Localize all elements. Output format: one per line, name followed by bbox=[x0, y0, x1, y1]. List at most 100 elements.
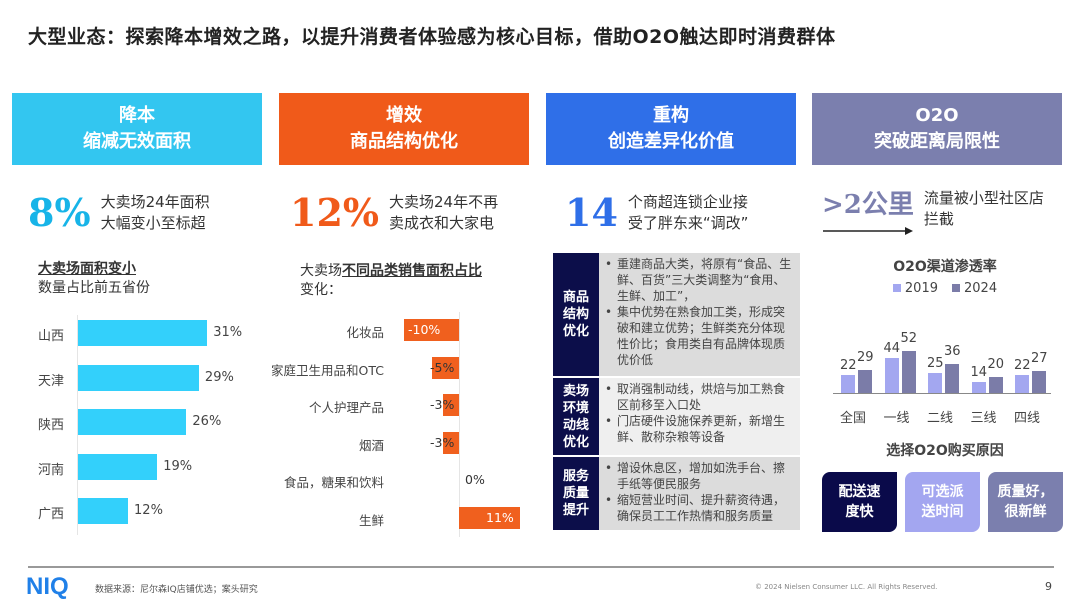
copyright: © 2024 Nielsen Consumer LLC. All Rights … bbox=[755, 583, 938, 591]
change-bar bbox=[442, 431, 459, 454]
o2o-bar-2024 bbox=[988, 377, 1003, 393]
reason-box: 配送速度快 bbox=[822, 472, 897, 532]
category-label: 家庭卫生用品和OTC bbox=[271, 362, 384, 378]
bar-value: -10% bbox=[408, 322, 441, 337]
card-subtitle: 商品结构优化 bbox=[350, 131, 458, 152]
o2o-bar-2019 bbox=[928, 373, 942, 393]
tier-label: 一线 bbox=[883, 411, 910, 426]
area-bar bbox=[78, 453, 158, 480]
card-subtitle: 突破距离局限性 bbox=[874, 131, 1000, 152]
bar-value: 11% bbox=[486, 509, 514, 525]
area-bar bbox=[78, 409, 187, 435]
change-bar bbox=[404, 319, 459, 341]
area-chart-heading: 大卖场面积变小 数量占比前五省份 bbox=[38, 261, 150, 296]
card-subtitle: 缩减无效面积 bbox=[83, 131, 191, 152]
stat-text: 个商超连锁企业接 受了胖东来“调改” bbox=[627, 192, 749, 232]
stat: 8% 大卖场24年面积 大幅变小至标超 bbox=[28, 190, 210, 235]
x-axis bbox=[833, 393, 1051, 394]
axis-line bbox=[459, 312, 460, 537]
o2o-bar-2024 bbox=[858, 369, 872, 393]
province-label: 天津 bbox=[38, 373, 65, 389]
table-row: 卖场环境动线优化取消强制动线，烘焙与加工熟食区前移至入口处门店硬件设施保养更新，… bbox=[553, 378, 800, 457]
row-content: 取消强制动线，烘焙与加工熟食区前移至入口处门店硬件设施保养更新，新增生鲜、散称杂… bbox=[599, 378, 800, 455]
table-row: 商品结构优化重建商品大类，将原有“食品、生鲜、百货”三大类调整为“食用、生鲜、加… bbox=[553, 253, 800, 378]
pillar-card: 重构 创造差异化价值 bbox=[546, 93, 796, 165]
page-number: 9 bbox=[1045, 580, 1052, 593]
row-content: 重建商品大类，将原有“食品、生鲜、百货”三大类调整为“食用、生鲜、加工”，集中优… bbox=[599, 253, 800, 376]
bar-value: 0% bbox=[465, 472, 485, 487]
card-title: 重构 bbox=[653, 105, 689, 126]
o2o-bar-2019 bbox=[884, 357, 899, 393]
card-title: O2O bbox=[915, 105, 959, 126]
bar-value: 36 bbox=[944, 344, 961, 360]
bar-value: -3% bbox=[430, 397, 455, 412]
o2o-chart-title: O2O渠道渗透率 bbox=[893, 259, 997, 275]
tier-label: 四线 bbox=[1014, 411, 1041, 426]
stat-text: 流量被小型社区店 拦截 bbox=[923, 189, 1044, 228]
category-chart-heading: 大卖场不同品类销售面积占比 变化： bbox=[300, 263, 482, 298]
stat-value: >2公里 bbox=[822, 189, 914, 220]
card-subtitle: 创造差异化价值 bbox=[608, 131, 734, 152]
tier-label: 全国 bbox=[840, 411, 867, 426]
category-label: 化妆品 bbox=[346, 325, 384, 340]
o2o-bar-2019 bbox=[841, 375, 855, 393]
page-title: 大型业态：探索降本增效之路，以提升消费者体验感为核心目标，借助O2O触达即时消费… bbox=[28, 26, 836, 48]
tier-label: 三线 bbox=[970, 411, 997, 426]
niq-logo: NIQ bbox=[26, 573, 69, 600]
change-bar bbox=[442, 394, 459, 416]
stat-text: 大卖场24年不再 卖成衣和大家电 bbox=[389, 192, 499, 232]
category-label: 食品，糖果和饮料 bbox=[283, 475, 384, 490]
o2o-bar-2019 bbox=[1015, 375, 1029, 393]
stat-value: 8% bbox=[28, 190, 91, 235]
card-title: 增效 bbox=[386, 105, 422, 126]
stat-value: 12% bbox=[290, 190, 379, 235]
row-content: 增设休息区，增加如洗手台、擦手纸等便民服务缩短营业时间、提升薪资待遇，确保员工工… bbox=[599, 457, 800, 530]
reason-box: 质量好，很新鲜 bbox=[988, 472, 1063, 532]
bar-value: 19% bbox=[163, 458, 193, 474]
bar-value: 52 bbox=[900, 331, 918, 347]
bar-value: 22 bbox=[1014, 358, 1031, 374]
source-note: 数据来源：尼尔森IQ店铺优选；案头研究 bbox=[95, 585, 258, 595]
bar-value: 44 bbox=[883, 340, 901, 356]
bar-value: 26% bbox=[192, 414, 222, 429]
arrow-icon bbox=[823, 227, 913, 235]
footer-divider bbox=[28, 566, 1054, 568]
area-bar bbox=[78, 498, 129, 524]
bar-value: 20 bbox=[987, 357, 1005, 372]
axis-line bbox=[77, 315, 78, 535]
card-title: 降本 bbox=[119, 105, 155, 126]
category-label: 个人护理产品 bbox=[308, 400, 384, 415]
o2o-bar-2019 bbox=[971, 381, 986, 393]
province-label: 广西 bbox=[38, 507, 65, 522]
bar-value: 27 bbox=[1031, 351, 1048, 367]
bullet-item: 取消强制动线，烘焙与加工熟食区前移至入口处 bbox=[605, 381, 796, 413]
legend-2024: 2024 bbox=[952, 281, 997, 296]
reasons-title: 选择O2O购买原因 bbox=[886, 443, 1004, 459]
bullet-item: 增设休息区，增加如洗手台、擦手纸等便民服务 bbox=[605, 460, 796, 492]
pillar-card: 增效 商品结构优化 bbox=[279, 93, 529, 165]
bar-value: 29% bbox=[204, 369, 234, 385]
strategy-table: 商品结构优化重建商品大类，将原有“食品、生鲜、百货”三大类调整为“食用、生鲜、加… bbox=[553, 253, 800, 532]
bar-value: 22 bbox=[840, 358, 857, 374]
area-bar bbox=[78, 320, 208, 346]
bullet-item: 重建商品大类，将原有“食品、生鲜、百货”三大类调整为“食用、生鲜、加工”， bbox=[605, 256, 796, 304]
row-key: 服务 质量 提升 bbox=[553, 457, 599, 530]
stat-value: 14 bbox=[565, 190, 618, 235]
row-key: 卖场 环境 动线 优化 bbox=[553, 378, 599, 455]
o2o-bar-2024 bbox=[945, 364, 959, 393]
legend-2019: 2019 bbox=[892, 281, 938, 296]
change-bar bbox=[431, 356, 459, 379]
bar-value: 14 bbox=[970, 364, 988, 380]
bar-value: 25 bbox=[927, 356, 944, 371]
bar-value: 31% bbox=[213, 325, 243, 340]
legend: 2019 2024 bbox=[810, 281, 1080, 296]
pillar-card: O2O 突破距离局限性 bbox=[812, 93, 1062, 165]
pillar-card: 降本 缩减无效面积 bbox=[12, 93, 262, 165]
bullet-item: 缩短营业时间、提升薪资待遇，确保员工工作热情和服务质量 bbox=[605, 492, 796, 524]
category-label: 烟酒 bbox=[358, 437, 384, 453]
tier-label: 二线 bbox=[927, 411, 954, 426]
province-label: 陕西 bbox=[38, 418, 65, 433]
bar-value: -3% bbox=[430, 434, 455, 450]
bar-value: -5% bbox=[430, 359, 455, 375]
reason-box: 可选派送时间 bbox=[905, 472, 980, 532]
